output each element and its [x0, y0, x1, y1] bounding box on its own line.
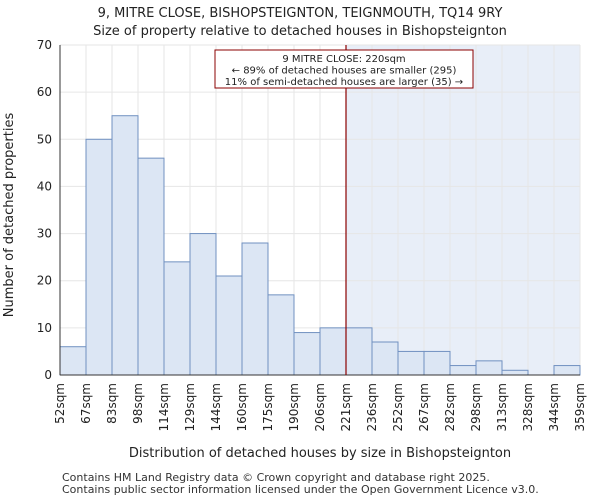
- x-tick-label: 67sqm: [79, 383, 93, 424]
- annotation-line: 9 MITRE CLOSE: 220sqm: [282, 54, 405, 65]
- bar: [449, 365, 477, 376]
- bar: [85, 138, 113, 376]
- y-axis-label: Number of detached properties: [2, 113, 17, 318]
- x-tick-label: 328sqm: [521, 383, 535, 431]
- x-tick-label: 190sqm: [287, 383, 301, 431]
- y-tick-label: 40: [37, 179, 52, 193]
- bar: [345, 327, 373, 376]
- x-tick-label: 52sqm: [53, 383, 67, 424]
- bar: [501, 369, 529, 376]
- x-tick-label: 114sqm: [157, 383, 171, 431]
- x-tick-label: 83sqm: [105, 383, 119, 424]
- x-tick-label: 359sqm: [573, 383, 587, 431]
- plot-area: 0 10 20 30 40 50 60 70 52sqm 67sqm 83sqm 98sqm 114sq…: [37, 38, 587, 431]
- y-tick-label: 70: [37, 38, 52, 52]
- x-tick-label: 98sqm: [131, 383, 145, 424]
- y-tick-label: 50: [37, 132, 52, 146]
- x-tick-label: 221sqm: [339, 383, 353, 431]
- x-tick-label: 175sqm: [261, 383, 275, 431]
- x-tick-label: 282sqm: [443, 383, 457, 431]
- x-tick-label: 313sqm: [495, 383, 509, 431]
- bar: [293, 332, 321, 376]
- bar: [553, 365, 581, 376]
- footer-line-2: Contains public sector information licen…: [62, 483, 539, 496]
- x-tick-label: 129sqm: [183, 383, 197, 431]
- annotation-line: ← 89% of detached houses are smaller (29…: [232, 66, 457, 77]
- bar: [163, 261, 191, 376]
- y-tick-label: 60: [37, 85, 52, 99]
- bar: [423, 350, 451, 376]
- bar: [371, 341, 399, 376]
- y-tick-label: 30: [37, 227, 52, 241]
- y-tick-label: 10: [37, 321, 52, 335]
- y-tick-label: 20: [37, 274, 52, 288]
- x-tick-label: 344sqm: [547, 383, 561, 431]
- chart-title: 9, MITRE CLOSE, BISHOPSTEIGNTON, TEIGNMO…: [98, 6, 503, 21]
- bar: [241, 242, 269, 376]
- chart-subtitle: Size of property relative to detached ho…: [93, 24, 507, 39]
- bar: [319, 327, 347, 376]
- x-tick-label: 298sqm: [469, 383, 483, 431]
- bar: [397, 350, 425, 376]
- x-tick-label: 236sqm: [365, 383, 379, 431]
- annotation-box: [214, 49, 474, 89]
- highlight-region: [346, 45, 580, 375]
- x-tick-label: 252sqm: [391, 383, 405, 431]
- bar: [59, 346, 87, 376]
- bar: [267, 294, 295, 376]
- x-tick-label: 206sqm: [313, 383, 327, 431]
- footer-line-1: Contains HM Land Registry data © Crown c…: [62, 471, 490, 484]
- x-tick-label: 144sqm: [209, 383, 223, 431]
- x-tick-label: 267sqm: [417, 383, 431, 431]
- annotation-line: 11% of semi-detached houses are larger (…: [225, 77, 463, 88]
- x-axis-label: Distribution of detached houses by size …: [129, 446, 511, 461]
- y-tick-label: 0: [44, 368, 52, 382]
- x-tick-label: 160sqm: [235, 383, 249, 431]
- bar: [475, 360, 503, 376]
- bar: [111, 115, 139, 376]
- bar: [137, 157, 165, 376]
- bar: [189, 233, 217, 376]
- bar: [215, 275, 243, 376]
